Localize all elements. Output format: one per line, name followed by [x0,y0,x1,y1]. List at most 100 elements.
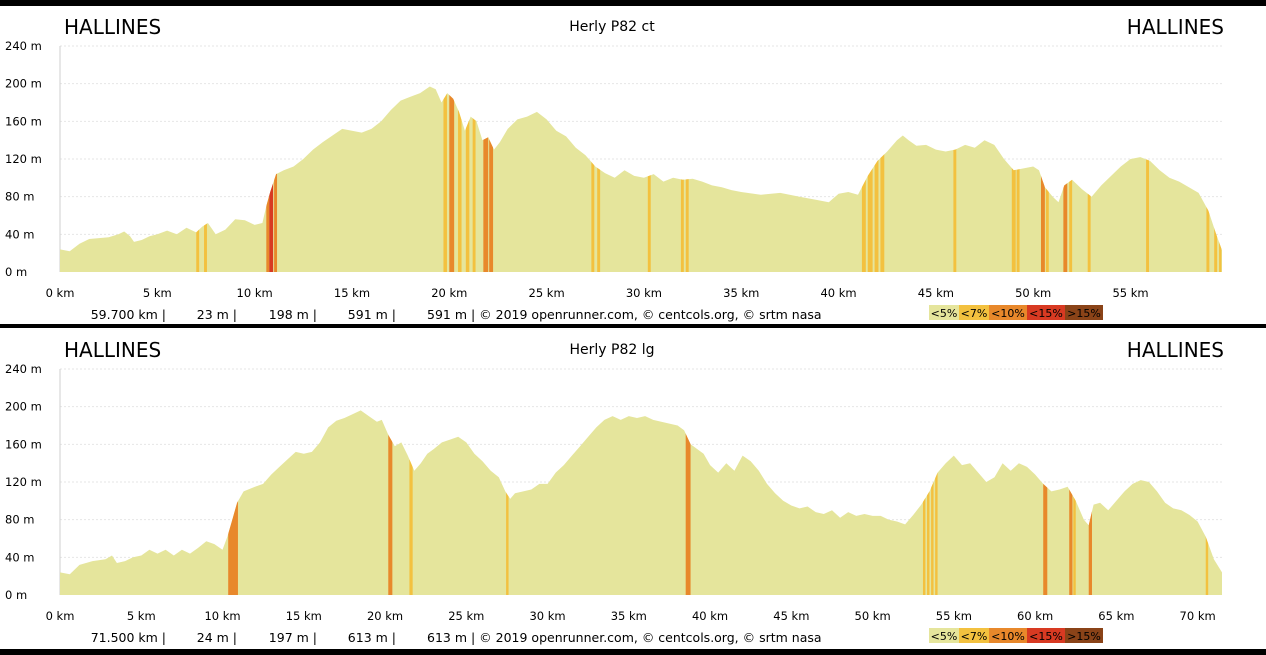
x-tick-label: 65 km [1098,609,1134,623]
grade-legend: <5% <7% <10% <15% >15% [929,305,1103,320]
x-tick-label: 55 km [1112,286,1148,300]
legend-swatch [1065,628,1103,643]
x-tick-label: 10 km [204,609,240,623]
grade-band [1219,86,1222,272]
y-tick-label: 120 m [5,475,42,489]
grade-band [274,86,278,272]
grade-band [1043,410,1048,595]
grade-band [483,86,489,272]
legend-label: <15% [1029,630,1063,643]
x-tick-label: 50 km [1015,286,1051,300]
grade-band [388,410,393,595]
legend-label: <10% [991,307,1025,320]
x-tick-label: 50 km [855,609,891,623]
y-tick-label: 120 m [5,152,42,166]
start-label: HALLINES [64,338,161,362]
grade-band [449,86,455,272]
x-tick-label: 30 km [626,286,662,300]
grade-band [1073,410,1076,595]
grade-band [196,86,200,272]
legend-swatch [929,628,959,643]
chart-title: Herly P82 lg [569,342,654,358]
stat-descent: 613 m | © 2019 openrunner.com, © centcol… [427,630,822,645]
bottom-border [0,649,1266,655]
x-tick-label: 25 km [448,609,484,623]
y-tick-label: 160 m [5,114,42,128]
separator-bar [0,324,1266,328]
grade-band [465,86,470,272]
grade-band [685,410,691,595]
start-label: HALLINES [64,15,161,39]
legend-label: <15% [1029,307,1063,320]
grade-band [931,410,934,595]
x-tick-label: 40 km [692,609,728,623]
y-tick-label: 40 m [5,550,35,564]
grade-band [1087,86,1091,272]
stat-ascent: 591 m | [348,307,396,322]
y-tick-label: 40 m [5,227,35,241]
grade-band [1088,410,1092,595]
elevation-area [60,86,1222,272]
grade-band [1063,86,1068,272]
y-tick-label: 0 m [5,265,27,279]
grade-band [874,86,879,272]
x-tick-label: 0 km [46,609,75,623]
legend-label: <5% [931,630,958,643]
x-tick-label: 20 km [431,286,467,300]
elevation-chart-2: 0 m 40 m 80 m 120 m 160 m 200 m 240 m 0 km 5 km 1… [5,338,1224,645]
stat-max-alt: 197 m | [269,630,317,645]
x-tick-label: 35 km [611,609,647,623]
grade-band [935,410,938,595]
x-tick-label: 15 km [334,286,370,300]
x-tick-label: 5 km [127,609,156,623]
legend-label: <7% [961,630,988,643]
grade-band [1214,86,1218,272]
end-label: HALLINES [1127,15,1224,39]
x-tick-label: 55 km [936,609,972,623]
top-border [0,0,1266,6]
grade-band [953,86,957,272]
legend-swatch [1027,305,1065,320]
x-tick-label: 60 km [1017,609,1053,623]
grade-band [1069,86,1073,272]
x-tick-label: 5 km [143,286,172,300]
grade-legend: <5% <7% <10% <15% >15% [929,628,1103,643]
legend-swatch [989,628,1027,643]
grade-band [409,410,413,595]
grade-band [880,86,885,272]
grade-band [204,86,207,272]
legend-swatch [1027,628,1065,643]
x-tick-label: 0 km [46,286,75,300]
grade-band [269,86,274,272]
legend-label: >15% [1067,630,1101,643]
grade-band [680,86,684,272]
x-tick-label: 10 km [237,286,273,300]
legend-label: <7% [961,307,988,320]
stat-ascent: 613 m | [348,630,396,645]
elevation-chart-1: 0 m 40 m 80 m 120 m 160 m 200 m 240 m 0 km 5 km 1… [5,15,1224,322]
stat-descent: 591 m | © 2019 openrunner.com, © centcol… [427,307,822,322]
grade-band [1045,86,1049,272]
grade-band [922,410,926,595]
y-tick-label: 160 m [5,437,42,451]
grade-band [1146,86,1150,272]
legend-swatch [989,305,1027,320]
y-tick-label: 200 m [5,77,42,91]
grade-band [266,86,270,272]
y-tick-label: 0 m [5,588,27,602]
grade-band [506,410,509,595]
stat-distance: 71.500 km | [91,630,166,645]
x-tick-label: 40 km [820,286,856,300]
legend-swatch [1065,305,1103,320]
legend-swatch [959,628,989,643]
grade-band [458,86,462,272]
y-tick-label: 80 m [5,513,35,527]
grade-band [1206,86,1210,272]
grade-band [443,86,447,272]
y-tick-label: 80 m [5,190,35,204]
grade-band [1040,86,1045,272]
grade-band [597,86,601,272]
legend-swatch [959,305,989,320]
